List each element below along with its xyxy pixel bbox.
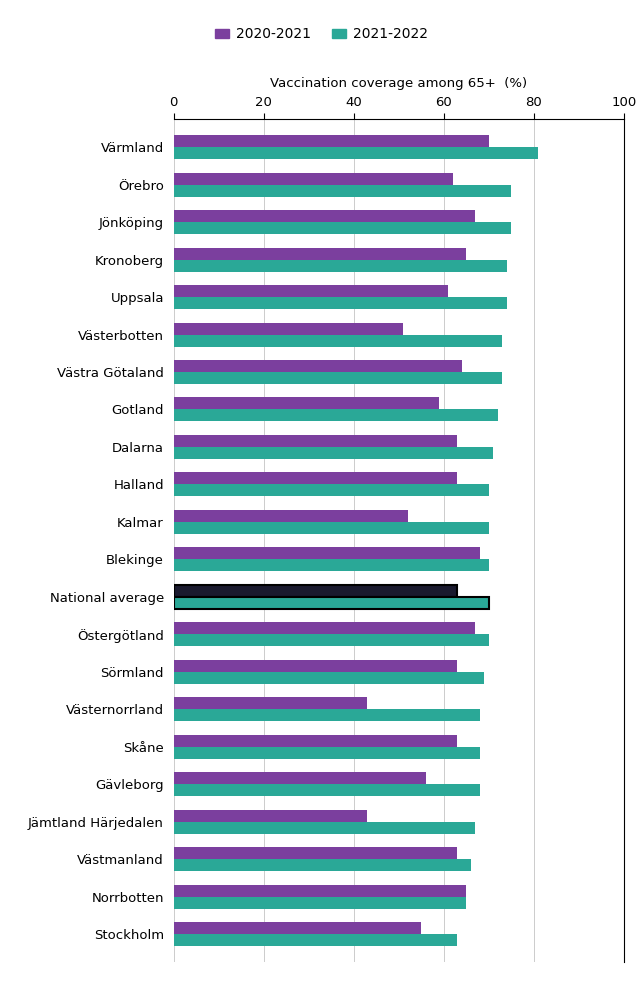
Bar [174, 585, 457, 597]
Bar [174, 785, 480, 797]
Bar [174, 297, 507, 310]
Bar [174, 285, 448, 297]
Bar [174, 697, 367, 709]
Bar [174, 859, 471, 871]
Bar [174, 484, 489, 496]
Bar [174, 322, 403, 334]
Bar [174, 135, 489, 147]
Bar [174, 934, 457, 946]
Bar [174, 185, 511, 196]
Bar [174, 897, 466, 909]
Bar [174, 248, 466, 260]
Bar [174, 360, 462, 372]
Bar [174, 559, 489, 571]
Bar [174, 622, 475, 634]
Bar [174, 147, 538, 159]
Bar [174, 447, 493, 459]
Bar [174, 398, 439, 410]
Bar [174, 522, 489, 534]
Bar [174, 597, 489, 609]
Bar [174, 885, 466, 897]
Bar [174, 847, 457, 859]
Bar [174, 410, 498, 422]
Bar [174, 510, 408, 522]
Bar [174, 372, 502, 384]
Bar [174, 672, 484, 683]
Bar [174, 334, 502, 346]
Bar [174, 472, 457, 484]
Bar [174, 173, 453, 185]
Bar [174, 735, 457, 747]
Bar [174, 772, 426, 785]
Bar [174, 709, 480, 721]
Bar [174, 222, 511, 234]
Bar [174, 434, 457, 447]
Bar [174, 548, 480, 559]
X-axis label: Vaccination coverage among 65+  (%): Vaccination coverage among 65+ (%) [270, 77, 527, 90]
Bar [174, 821, 475, 833]
Bar [174, 597, 489, 609]
Bar [174, 660, 457, 672]
Bar [174, 747, 480, 759]
Bar [174, 260, 507, 272]
Bar [174, 585, 457, 597]
Legend: 2020-2021, 2021-2022: 2020-2021, 2021-2022 [210, 22, 433, 47]
Bar [174, 634, 489, 647]
Bar [174, 210, 475, 222]
Bar [174, 809, 367, 821]
Bar [174, 923, 421, 934]
